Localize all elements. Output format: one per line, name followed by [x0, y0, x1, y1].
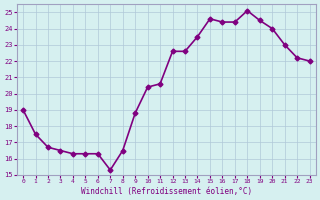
X-axis label: Windchill (Refroidissement éolien,°C): Windchill (Refroidissement éolien,°C)	[81, 187, 252, 196]
